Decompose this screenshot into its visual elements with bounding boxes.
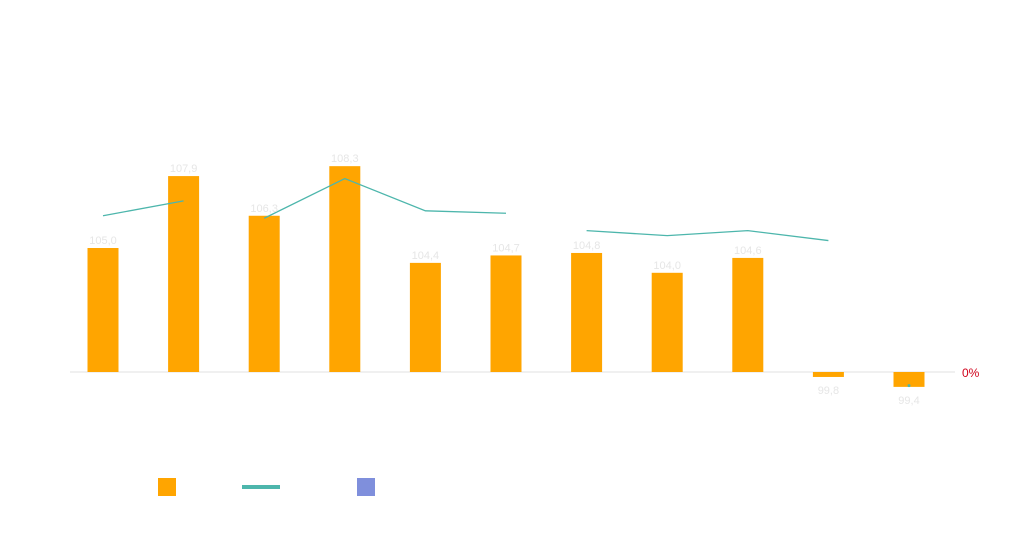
bar bbox=[651, 272, 683, 372]
bar-value-label: 104,4 bbox=[412, 250, 440, 262]
bar bbox=[732, 257, 764, 372]
bar bbox=[248, 215, 280, 372]
series-line bbox=[586, 229, 829, 242]
bar-value-label: 104,7 bbox=[492, 242, 520, 254]
bar-value-label: 105,0 bbox=[89, 235, 117, 247]
legend bbox=[158, 478, 375, 496]
bar-value-label: 104,0 bbox=[653, 260, 681, 272]
legend-bar-swatch bbox=[158, 478, 176, 496]
bar bbox=[893, 372, 925, 387]
bar bbox=[329, 166, 361, 372]
bar-value-label: 104,6 bbox=[734, 245, 762, 257]
bar bbox=[168, 176, 200, 372]
bar-value-label: 106,3 bbox=[250, 203, 278, 215]
bar-value-label: 104,8 bbox=[573, 240, 601, 252]
bar-value-label: 99,8 bbox=[818, 385, 839, 397]
bar bbox=[571, 252, 603, 372]
labels-layer: 105,0 107,9 106,3 108,3 104,4 104,7 104,8 104,0… bbox=[89, 153, 919, 407]
bar bbox=[812, 372, 844, 377]
series-line bbox=[263, 177, 507, 219]
line-layer bbox=[102, 177, 911, 388]
bar bbox=[409, 262, 441, 372]
percent-axis-label: 0% bbox=[962, 366, 980, 380]
bar bbox=[490, 255, 522, 372]
bar-value-label: 108,3 bbox=[331, 153, 359, 165]
legend-bar-swatch bbox=[357, 478, 375, 496]
bar-value-label: 107,9 bbox=[170, 163, 198, 175]
series-line bbox=[102, 200, 184, 217]
bar-value-label: 99,4 bbox=[898, 395, 919, 407]
line-point bbox=[907, 384, 911, 388]
bars-layer bbox=[87, 166, 925, 387]
bar bbox=[87, 248, 119, 372]
legend-line-swatch bbox=[242, 485, 280, 489]
